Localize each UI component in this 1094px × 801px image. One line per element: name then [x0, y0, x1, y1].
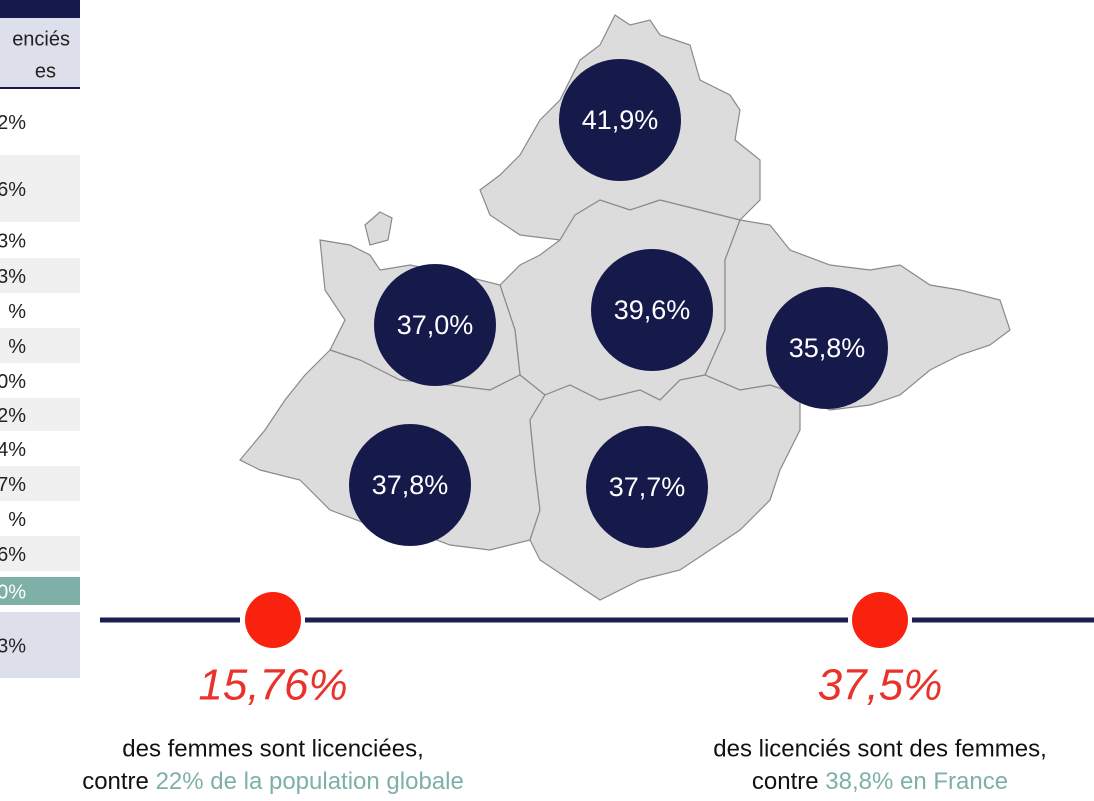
- table-cell: 6%: [0, 544, 26, 566]
- fact-figure: 15,76%: [198, 661, 347, 710]
- table-cell: %: [8, 301, 26, 323]
- map-circles: 41,9% 37,0% 39,6% 35,8% 37,8% 37,7%: [349, 59, 888, 548]
- fact-line: des femmes sont licenciées,: [122, 735, 423, 762]
- table: enciés es 2% 6% 3% 3%%% 0% 2% 4% 7%% 6% 0% 3%: [0, 0, 80, 678]
- table-row-bg: [0, 577, 80, 605]
- fact-prefix: contre: [752, 768, 819, 795]
- fact-highlight: 38,8% en France: [825, 768, 1008, 795]
- table-row-bg: [0, 466, 80, 501]
- fact-highlight: 22% de la population globale: [156, 768, 464, 795]
- region-circle: [591, 249, 713, 371]
- table-header-text: es: [35, 60, 56, 82]
- region-circle: [559, 59, 681, 181]
- table-row-bg: [0, 328, 80, 363]
- fact-line: contre 22% de la population globale: [82, 768, 464, 795]
- table-cell: 3%: [0, 635, 26, 657]
- table-row-bg: [0, 258, 80, 293]
- region-label: 37,0%: [397, 310, 474, 340]
- table-cell: 0%: [0, 371, 26, 393]
- table-row-bg: [0, 155, 80, 222]
- region-label: 39,6%: [614, 295, 691, 325]
- table-cell: 3%: [0, 266, 26, 288]
- fact-line: contre 38,8% en France: [752, 768, 1008, 795]
- region-circle: [374, 264, 496, 386]
- fact-prefix: contre: [82, 768, 149, 795]
- table-cell: 2%: [0, 405, 26, 427]
- region-circle: [349, 424, 471, 546]
- region-label: 37,7%: [609, 472, 686, 502]
- region-label: 37,8%: [372, 470, 449, 500]
- table-header-band: [0, 0, 80, 18]
- table-cell: 6%: [0, 179, 26, 201]
- table-cell: 4%: [0, 439, 26, 461]
- table-header: [0, 18, 80, 88]
- facts: 15,76% des femmes sont licenciées, contre …: [82, 661, 1047, 796]
- timeline-dot: [245, 592, 301, 648]
- table-cell: %: [8, 509, 26, 531]
- timeline-dot: [852, 592, 908, 648]
- region-label: 35,8%: [789, 333, 866, 363]
- table-cell: 2%: [0, 112, 26, 134]
- map-detail: [364, 211, 393, 246]
- timeline: [100, 592, 1094, 648]
- table-cell: 0%: [0, 581, 26, 603]
- table-row-bg: [0, 536, 80, 571]
- region-circle: [586, 426, 708, 548]
- fact-line: des licenciés sont des femmes,: [713, 735, 1046, 762]
- table-cell: 3%: [0, 230, 26, 252]
- region-label: 41,9%: [582, 105, 659, 135]
- fact-figure: 37,5%: [818, 661, 943, 710]
- table-cell: 7%: [0, 474, 26, 496]
- table-row-bg: [0, 398, 80, 431]
- table-row-bg: [0, 612, 80, 678]
- table-header-text: enciés: [12, 28, 70, 50]
- table-cell: %: [8, 336, 26, 358]
- region-circle: [766, 287, 888, 409]
